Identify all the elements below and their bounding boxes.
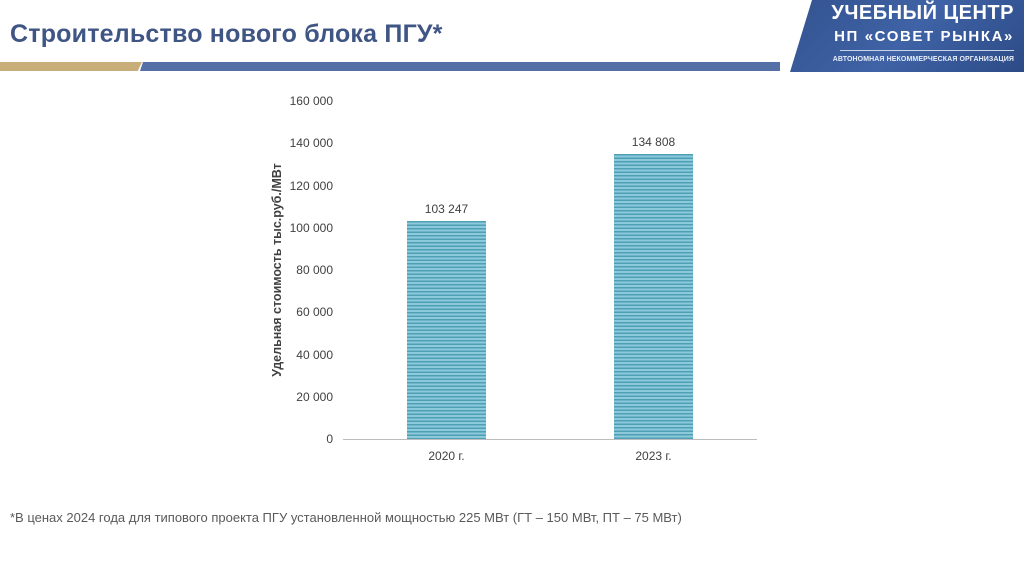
x-axis-line (343, 439, 757, 440)
title-underline-gold (0, 62, 142, 71)
logo-line-1: УЧЕБНЫЙ ЦЕНТР (831, 2, 1014, 24)
bar-value-label: 134 808 (631, 135, 676, 150)
x-tick-label: 2023 г. (635, 449, 672, 463)
y-tick-label: 120 000 (289, 178, 333, 193)
y-tick-label: 20 000 (296, 389, 333, 404)
bar (407, 220, 486, 439)
x-tick-label: 2020 г. (428, 449, 465, 463)
y-tick-label: 140 000 (289, 136, 333, 151)
slide-title: Строительство нового блока ПГУ* (10, 20, 443, 48)
y-tick-label: 60 000 (296, 305, 333, 320)
bar (614, 154, 693, 439)
footnote: *В ценах 2024 года для типового проекта … (10, 510, 682, 525)
logo-line-3: АВТОНОМНАЯ НЕКОММЕРЧЕСКАЯ ОРГАНИЗАЦИЯ (832, 56, 1014, 63)
y-tick-label: 80 000 (296, 263, 333, 277)
organization-logo: УЧЕБНЫЙ ЦЕНТР НП «СОВЕТ РЫНКА» АВТОНОМНА… (790, 0, 1024, 72)
y-tick-label: 160 000 (289, 94, 333, 108)
y-tick-label: 40 000 (296, 347, 333, 362)
logo-line-2: НП «СОВЕТ РЫНКА» (834, 28, 1014, 45)
y-tick-label: 0 (326, 432, 333, 446)
title-underline-blue (140, 62, 780, 71)
bar-value-label: 103 247 (424, 201, 469, 216)
bar-chart: Удельная стоимость тыс.руб./МВт 0 20 000 4… (270, 94, 757, 463)
logo-divider (840, 50, 1014, 51)
y-tick-label: 100 000 (289, 220, 333, 235)
